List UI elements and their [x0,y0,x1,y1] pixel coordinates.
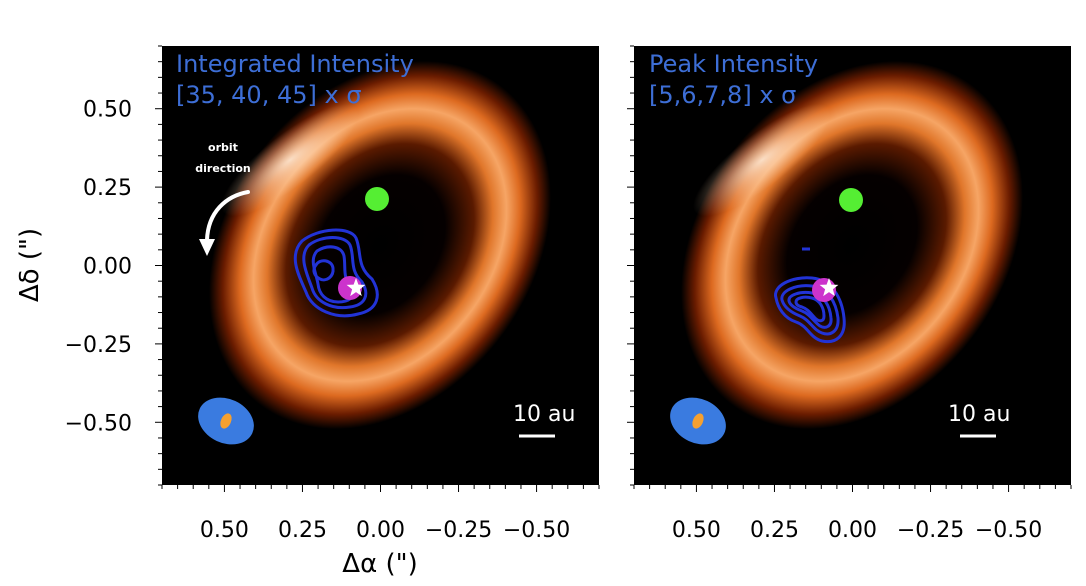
right-contour-7 [787,291,833,329]
y-tick-label: −0.25 [65,333,132,358]
left-annotation-line1: orbit [208,141,238,154]
left-disk-bright-arc [221,103,359,217]
left-scale-label: 10 au [513,402,575,427]
x-tick-label: 0.25 [278,518,327,543]
right-scale-label: 10 au [948,402,1010,427]
left-x-ticks: 0.50 0.25 0.00 −0.25 −0.50 [161,485,600,543]
x-tick-label: 0.50 [672,518,721,543]
y-tick-label: 0.50 [83,98,132,123]
left-star-icon [346,278,366,297]
right-x-ticks: 0.50 0.25 0.00 −0.25 −0.50 [633,485,1072,543]
right-y-ticks [627,45,634,486]
left-contour-35 [293,228,379,318]
x-tick-label: −0.50 [975,518,1042,543]
right-panel: Peak Intensity [5,6,7,8] x σ 10 au [634,46,1071,485]
y-tick-label: 0.00 [83,255,132,280]
right-contour-6 [780,284,840,336]
left-orbit-arrowhead [199,239,215,256]
right-star-icon [819,278,839,297]
right-contours [774,247,846,344]
right-disk-bright-arc [693,103,831,217]
left-planet-marker [365,187,389,211]
left-contour-label: [35, 40, 45] x σ [176,81,362,109]
left-title: Integrated Intensity [176,50,414,78]
left-contours [293,228,379,318]
x-tick-label: −0.25 [897,518,964,543]
right-beam-inner [692,413,704,429]
left-panel: Integrated Intensity [35, 40, 45] x σ or… [162,46,599,485]
left-contour-inner [312,259,335,282]
x-tick-label: −0.25 [425,518,492,543]
x-tick-label: −0.50 [503,518,570,543]
x-tick-label: 0.00 [356,518,405,543]
x-axis-label: Δα (") [342,549,417,579]
x-tick-label: 0.00 [828,518,877,543]
left-annotation-line2: direction [195,162,250,175]
left-contour-40 [302,236,368,310]
right-contour-8 [794,295,826,323]
right-planet-marker [839,188,863,212]
right-contour-label: [5,6,7,8] x σ [649,81,796,109]
x-tick-label: 0.50 [200,518,249,543]
x-tick-label: 0.25 [750,518,799,543]
right-title: Peak Intensity [649,50,818,78]
left-y-ticks: 0.50 0.25 0.00 −0.25 −0.50 [65,45,162,486]
right-contour-5 [774,276,846,344]
y-tick-label: −0.50 [65,411,132,436]
y-axis-label: Δδ (") [15,228,45,302]
y-tick-label: 0.25 [83,176,132,201]
left-beam-inner [220,413,232,429]
left-orbit-arrow [205,190,250,242]
